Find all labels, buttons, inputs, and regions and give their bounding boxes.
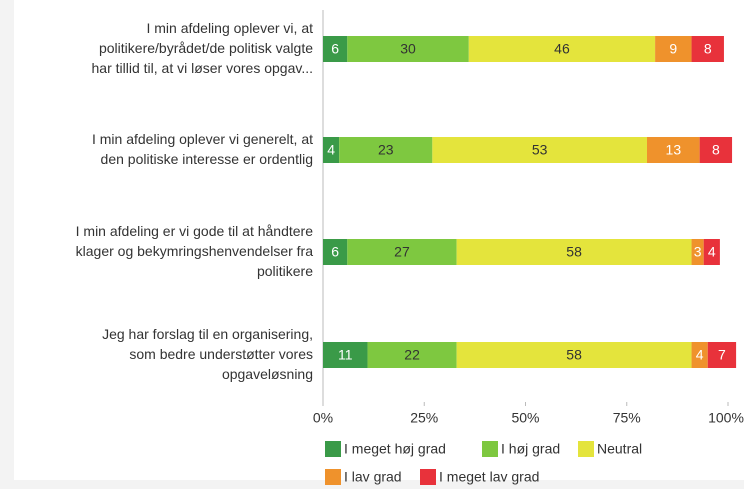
value-label: 7 [718, 347, 726, 363]
legend-label: I lav grad [344, 469, 402, 485]
value-label: 4 [696, 347, 704, 363]
value-label: 30 [400, 41, 416, 57]
legend-label: I meget høj grad [344, 441, 446, 457]
value-label: 6 [331, 244, 339, 260]
value-label: 23 [378, 142, 394, 158]
bar-segment [339, 137, 433, 163]
legend-swatch [420, 469, 436, 485]
legend-swatch [325, 441, 341, 457]
bar-segment [456, 342, 692, 368]
bar-segment [707, 342, 737, 368]
legend-swatch [325, 469, 341, 485]
value-label: 6 [331, 41, 339, 57]
value-label: 8 [704, 41, 712, 57]
legend-swatch [578, 441, 594, 457]
bar-segment [456, 239, 692, 265]
legend-swatch [482, 441, 498, 457]
bar-segment [432, 137, 647, 163]
value-label: 9 [669, 41, 677, 57]
category-label: I min afdeling er vi gode til at håndter… [76, 223, 314, 279]
bar-segment [323, 239, 348, 265]
category-label: I min afdeling oplever vi, at politikere/… [92, 20, 314, 76]
bar-segment [323, 342, 368, 368]
category-label: I min afdeling oplever vi generelt, at de… [92, 131, 313, 167]
x-tick-label: 50% [511, 410, 539, 426]
bar-segment [655, 36, 692, 62]
bar-segment [468, 36, 656, 62]
bar-segment [703, 239, 720, 265]
bar-segment [347, 36, 469, 62]
bar-segment [347, 239, 457, 265]
bar-segment [323, 36, 348, 62]
x-tick-label: 75% [613, 410, 641, 426]
legend-label: I høj grad [501, 441, 560, 457]
value-label: 4 [708, 244, 716, 260]
value-label: 22 [404, 347, 420, 363]
value-label: 27 [394, 244, 410, 260]
bar-segment [691, 239, 704, 265]
bar-segment [367, 342, 457, 368]
value-label: 58 [566, 347, 582, 363]
bar-segment [699, 137, 733, 163]
bar-segment [323, 137, 340, 163]
legend-label: Neutral [597, 441, 642, 457]
value-label: 53 [532, 142, 548, 158]
x-tick-label: 100% [708, 410, 744, 426]
value-label: 13 [666, 142, 682, 158]
value-label: 4 [327, 142, 335, 158]
value-label: 46 [554, 41, 570, 57]
bar-segment [691, 36, 724, 62]
bar-segment [647, 137, 700, 163]
value-label: 11 [338, 347, 353, 363]
x-tick-label: 0% [313, 410, 333, 426]
x-tick-label: 25% [410, 410, 438, 426]
value-label: 3 [694, 244, 702, 260]
legend-label: I meget lav grad [439, 469, 539, 485]
category-label: Jeg har forslag til en organisering, som … [102, 326, 313, 382]
value-label: 8 [712, 142, 720, 158]
value-label: 58 [566, 244, 582, 260]
bar-segment [691, 342, 708, 368]
